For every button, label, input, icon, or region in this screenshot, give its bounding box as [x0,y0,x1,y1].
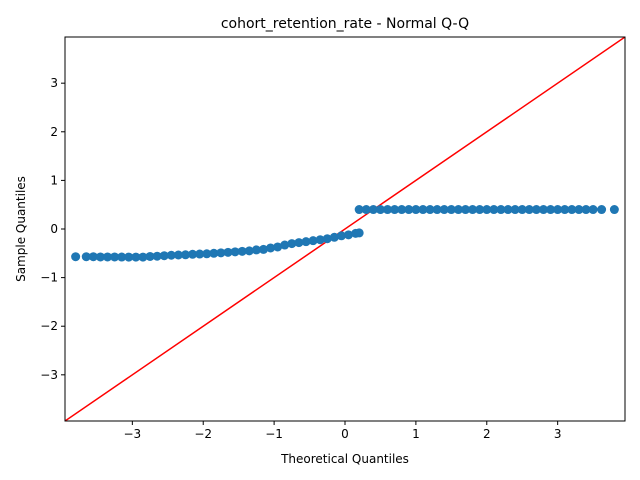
data-point [517,205,527,215]
data-point [361,205,371,215]
data-point [110,252,120,262]
data-point [266,243,276,253]
data-point [588,205,598,215]
data-point [609,205,619,215]
x-tick-label: 2 [483,427,491,441]
data-point [301,237,311,247]
data-point [439,205,449,215]
data-point [237,246,247,256]
data-point [103,252,113,262]
data-point [383,205,393,215]
data-point [581,205,591,215]
data-point [138,252,148,262]
data-point [280,240,290,250]
data-point [315,235,325,245]
data-point [117,252,127,262]
data-point [195,249,205,259]
y-tick-label: 3 [50,76,58,90]
data-point [159,251,169,261]
data-point [166,250,176,260]
x-tick-label: −2 [194,427,212,441]
y-tick-label: 2 [50,125,58,139]
reference-line [65,37,625,421]
data-point [418,205,428,215]
data-point [287,239,297,249]
data-point [88,252,98,262]
data-point [574,205,584,215]
y-tick-label: −1 [40,271,58,285]
chart-title: cohort_retention_rate - Normal Q-Q [221,16,469,32]
data-point [131,252,141,262]
data-point [202,249,212,259]
data-point [461,205,471,215]
data-point [368,205,378,215]
y-tick-label: 0 [50,222,58,236]
data-point [432,205,442,215]
x-axis-title: Theoretical Quantiles [280,452,409,466]
data-point [188,249,198,259]
data-point [354,205,364,215]
y-tick-label: −2 [40,319,58,333]
x-tick-label: 1 [412,427,420,441]
data-point [152,251,162,261]
data-point [375,205,385,215]
data-point [390,205,400,215]
data-point [468,205,478,215]
data-point [95,252,105,262]
data-point [173,250,183,260]
data-point [209,248,219,258]
reference-line-group [65,37,625,421]
data-point [411,205,421,215]
data-point [425,205,435,215]
data-point [489,205,499,215]
data-point [244,246,254,256]
data-point [258,244,268,254]
data-point [404,205,414,215]
data-point [329,232,339,242]
data-point [510,205,520,215]
x-tick-label: 0 [341,427,349,441]
y-axis-title: Sample Quantiles [14,176,28,282]
data-point [475,205,485,215]
data-point [145,251,155,261]
data-point [223,247,233,257]
data-point [216,248,226,258]
data-point [344,230,354,240]
data-point [230,247,240,257]
points-group [71,205,619,262]
data-point [294,238,304,248]
data-point [308,236,318,246]
data-point [336,231,346,241]
data-point [251,245,261,255]
data-point [322,234,332,244]
data-point [538,205,548,215]
data-point [531,205,541,215]
data-point [446,205,456,215]
data-point [397,205,407,215]
data-point [496,205,506,215]
data-point [553,205,563,215]
y-tick-label: −3 [40,368,58,382]
data-point [546,205,556,215]
data-point [597,205,607,215]
x-axis: −3 −2 −1 0 1 2 3 [123,421,561,441]
y-axis: −3 −2 −1 0 1 2 3 [40,76,65,382]
data-point [567,205,577,215]
data-point [503,205,513,215]
data-point [354,228,364,238]
data-point [181,250,191,260]
data-point [482,205,492,215]
data-point [81,252,91,262]
data-point [71,252,81,262]
y-tick-label: 1 [50,173,58,187]
data-point [124,252,134,262]
x-tick-label: 3 [554,427,562,441]
x-tick-label: −3 [123,427,141,441]
x-tick-label: −1 [265,427,283,441]
data-point [273,242,283,252]
data-point [524,205,534,215]
data-point [560,205,570,215]
data-point [453,205,463,215]
